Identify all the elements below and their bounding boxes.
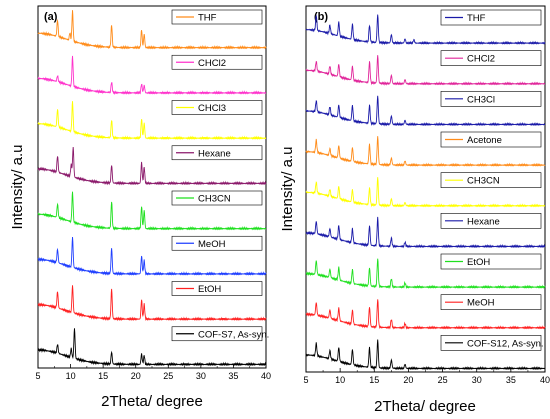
legend-box (440, 213, 542, 229)
legend-label: CHCl2 (198, 58, 226, 69)
trace-ch3cl (305, 95, 546, 127)
panel-b-x-axis-label: 2Theta/ degree (374, 398, 476, 415)
legend-meoh: MeOH (440, 294, 542, 310)
trace-cof-s12-as-syn- (305, 339, 546, 371)
trace-ch3cn (37, 191, 267, 231)
legend-meoh: MeOH (171, 235, 263, 251)
legend-box (440, 131, 542, 148)
trace-meoh (305, 299, 546, 330)
panel-b-y-axis-label: Intensity/ a.u (279, 146, 296, 231)
legend-ch3cn: CH3CN (171, 190, 263, 206)
trace-ch3cn (305, 177, 546, 208)
panel-b: (b) THF CHCl2 CH3Cl Acetone CH3CN Hexane EtOH M… (279, 5, 550, 415)
legend-chcl3: CHCl3 (171, 100, 263, 115)
legend-box (171, 100, 263, 115)
legend-ch3cl: CH3Cl (440, 91, 542, 107)
legend-box (171, 326, 263, 342)
legend-hexane: Hexane (171, 145, 263, 161)
x-tick-label: 20 (131, 371, 141, 381)
legend-label: COF-S7, As-syn. (198, 329, 269, 340)
trace-acetone (305, 136, 546, 168)
x-tick-label: 40 (261, 371, 271, 381)
legend-label: Hexane (467, 216, 500, 227)
trace-etoh (305, 258, 546, 290)
legend-box (171, 281, 263, 296)
x-tick-label: 40 (540, 375, 550, 385)
trace-hexane (37, 147, 267, 186)
legend-cof-s7-as-syn-: COF-S7, As-syn. (171, 326, 269, 342)
trace-thf (305, 14, 546, 46)
legend-box (171, 190, 263, 206)
panel-a-x-ticks: 5 10 15 20 25 30 35 40 (35, 364, 271, 381)
legend-box (440, 335, 542, 351)
legend-label: THF (198, 13, 217, 24)
legend-box (440, 91, 542, 107)
panel-a-x-axis-label: 2Theta/ degree (101, 393, 203, 410)
x-tick-label: 25 (163, 371, 173, 381)
trace-hexane (305, 216, 546, 249)
legend-label: MeOH (198, 239, 226, 250)
legend-label: CHCl2 (467, 54, 495, 65)
legend-label: CH3Cl (467, 94, 495, 105)
legend-label: Hexane (198, 148, 231, 159)
trace-meoh (37, 237, 267, 276)
trace-etoh (37, 285, 267, 322)
x-tick-label: 10 (66, 371, 76, 381)
legend-box (171, 145, 263, 161)
legend-etoh: EtOH (440, 253, 542, 270)
legend-thf: THF (440, 9, 542, 26)
panel-b-traces (305, 14, 546, 371)
legend-acetone: Acetone (440, 131, 542, 148)
trace-chcl2 (305, 55, 546, 86)
panel-b-x-ticks: 5 10 15 20 25 30 35 40 (303, 368, 550, 385)
trace-cof-s7-as-syn- (37, 328, 267, 367)
x-tick-label: 15 (98, 371, 108, 381)
trace-chcl2 (37, 55, 267, 96)
legend-label: COF-S12, As-syn. (467, 338, 544, 349)
panel-b-label: (b) (314, 11, 328, 23)
x-tick-label: 5 (35, 371, 40, 381)
legend-label: MeOH (467, 298, 495, 309)
legend-box (440, 294, 542, 310)
panel-a-legends: THF CHCl2 CHCl3 Hexane CH3CN MeOH EtOH COF-S7, … (171, 9, 269, 342)
legend-box (440, 9, 542, 26)
x-tick-label: 35 (228, 371, 238, 381)
legend-box (171, 9, 263, 25)
panel-a-y-axis-label: Intensity/ a.u (9, 144, 26, 229)
panel-a-traces (37, 10, 267, 367)
x-tick-label: 5 (303, 375, 308, 385)
legend-box (171, 54, 263, 70)
legend-label: THF (467, 13, 486, 24)
legend-chcl2: CHCl2 (440, 50, 542, 66)
legend-label: EtOH (467, 257, 490, 268)
panel-a-label: (a) (44, 11, 58, 23)
trace-thf (37, 10, 267, 50)
x-tick-label: 10 (335, 375, 345, 385)
legend-label: CH3CN (198, 194, 231, 205)
legend-label: EtOH (198, 284, 221, 295)
legend-label: Acetone (467, 135, 502, 146)
legend-etoh: EtOH (171, 281, 263, 296)
legend-ch3cn: CH3CN (440, 172, 542, 188)
legend-thf: THF (171, 9, 263, 25)
legend-label: CH3CN (467, 176, 500, 187)
x-tick-label: 25 (438, 375, 448, 385)
legend-cof-s12-as-syn-: COF-S12, As-syn. (440, 335, 544, 351)
legend-label: CHCl3 (198, 103, 226, 114)
legend-box (440, 253, 542, 270)
legend-chcl2: CHCl2 (171, 54, 263, 70)
legend-box (440, 50, 542, 66)
legend-hexane: Hexane (440, 213, 542, 229)
x-tick-label: 35 (506, 375, 516, 385)
x-tick-label: 30 (472, 375, 482, 385)
panel-b-legends: THF CHCl2 CH3Cl Acetone CH3CN Hexane EtOH MeOH C… (440, 9, 544, 351)
x-tick-label: 20 (403, 375, 413, 385)
x-tick-label: 15 (369, 375, 379, 385)
legend-box (440, 172, 542, 188)
trace-chcl3 (37, 101, 267, 141)
x-tick-label: 30 (196, 371, 206, 381)
panel-a: (a) THF CHCl2 CHCl3 Hexane CH3CN MeOH EtOH COF-… (9, 5, 271, 410)
legend-box (171, 235, 263, 251)
